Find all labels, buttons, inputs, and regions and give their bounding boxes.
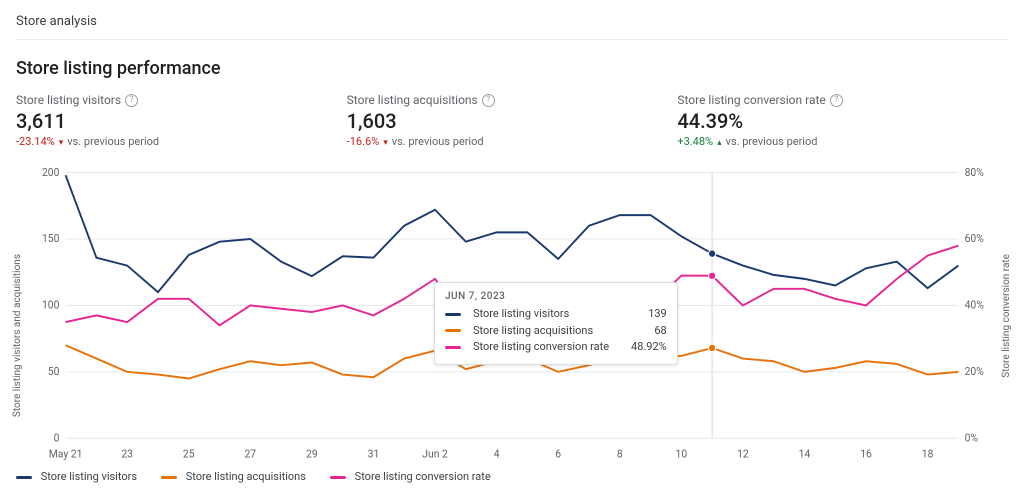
svg-text:6: 6 [555,447,561,460]
svg-text:200: 200 [42,166,59,179]
chart-tooltip: JUN 7, 2023 Store listing visitors 139 S… [434,282,678,365]
kpi-delta: +3.48% [677,135,713,148]
kpi-row: Store listing visitors ? 3,611 -23.14% v… [16,93,1008,148]
svg-text:150: 150 [42,232,59,245]
legend-label: Store listing visitors [41,470,137,483]
svg-text:29: 29 [306,447,318,460]
section-title: Store listing performance [16,58,1008,79]
swatch-icon [16,476,32,479]
kpi-acquisitions[interactable]: Store listing acquisitions ? 1,603 -16.6… [347,93,678,148]
swatch-icon [330,476,346,479]
tooltip-value: 68 [638,323,666,340]
svg-text:18: 18 [922,447,934,460]
help-icon[interactable]: ? [482,94,495,107]
tooltip-value: 139 [632,306,667,323]
kpi-label: Store listing acquisitions [347,93,478,107]
kpi-value: 1,603 [347,109,678,133]
kpi-label: Store listing conversion rate [677,93,825,107]
legend-item[interactable]: Store listing visitors [16,470,137,483]
svg-text:31: 31 [368,447,380,460]
tooltip-value: 48.92% [615,339,667,356]
svg-text:100: 100 [42,298,59,311]
legend-item[interactable]: Store listing acquisitions [161,470,306,483]
kpi-delta-suffix: vs. previous period [392,135,484,148]
y-left-axis-label: Store listing visitors and acquisitions [12,254,23,417]
svg-text:12: 12 [737,447,749,460]
svg-text:40%: 40% [965,298,984,311]
chart-legend: Store listing visitors Store listing acq… [16,470,1008,483]
tooltip-label: Store listing conversion rate [473,339,609,356]
tooltip-label: Store listing visitors [473,306,569,323]
swatch-icon [445,346,461,349]
chart-container: Store listing visitors and acquisitions … [16,164,1008,464]
svg-text:10: 10 [676,447,688,460]
kpi-delta: -16.6% [347,135,380,148]
page: Store analysis Store listing performance… [0,0,1024,502]
kpi-delta-suffix: vs. previous period [67,135,159,148]
arrow-up-icon [717,135,722,148]
kpi-label: Store listing visitors [16,93,121,107]
arrow-down-icon [383,135,388,148]
svg-text:14: 14 [799,447,811,460]
svg-text:0: 0 [54,431,60,444]
kpi-value: 3,611 [16,109,347,133]
svg-text:20%: 20% [965,365,984,378]
svg-text:May 21: May 21 [49,447,83,460]
kpi-conversion[interactable]: Store listing conversion rate ? 44.39% +… [677,93,1008,148]
kpi-value: 44.39% [677,109,1008,133]
svg-text:Jun 2: Jun 2 [422,447,448,460]
tooltip-row: Store listing visitors 139 [445,306,667,323]
y-right-axis-label: Store listing conversion rate [1001,254,1012,378]
arrow-down-icon [59,135,64,148]
help-icon[interactable]: ? [125,94,138,107]
svg-text:16: 16 [860,447,872,460]
kpi-delta-suffix: vs. previous period [726,135,818,148]
tooltip-date: JUN 7, 2023 [445,291,667,302]
tooltip-label: Store listing acquisitions [473,323,593,340]
tooltip-row: Store listing conversion rate 48.92% [445,339,667,356]
help-icon[interactable]: ? [830,94,843,107]
page-title: Store analysis [16,10,1008,40]
svg-text:50: 50 [48,365,60,378]
svg-text:80%: 80% [965,166,984,179]
svg-text:0%: 0% [965,431,979,444]
swatch-icon [161,476,177,479]
svg-text:23: 23 [121,447,133,460]
legend-label: Store listing acquisitions [186,470,306,483]
svg-text:25: 25 [183,447,195,460]
tooltip-row: Store listing acquisitions 68 [445,323,667,340]
kpi-delta: -23.14% [16,135,55,148]
kpi-visitors[interactable]: Store listing visitors ? 3,611 -23.14% v… [16,93,347,148]
svg-text:60%: 60% [965,232,984,245]
svg-text:8: 8 [617,447,623,460]
legend-item[interactable]: Store listing conversion rate [330,470,491,483]
svg-text:27: 27 [245,447,257,460]
swatch-icon [445,313,461,316]
swatch-icon [445,329,461,332]
legend-label: Store listing conversion rate [355,470,491,483]
svg-text:4: 4 [494,447,500,460]
